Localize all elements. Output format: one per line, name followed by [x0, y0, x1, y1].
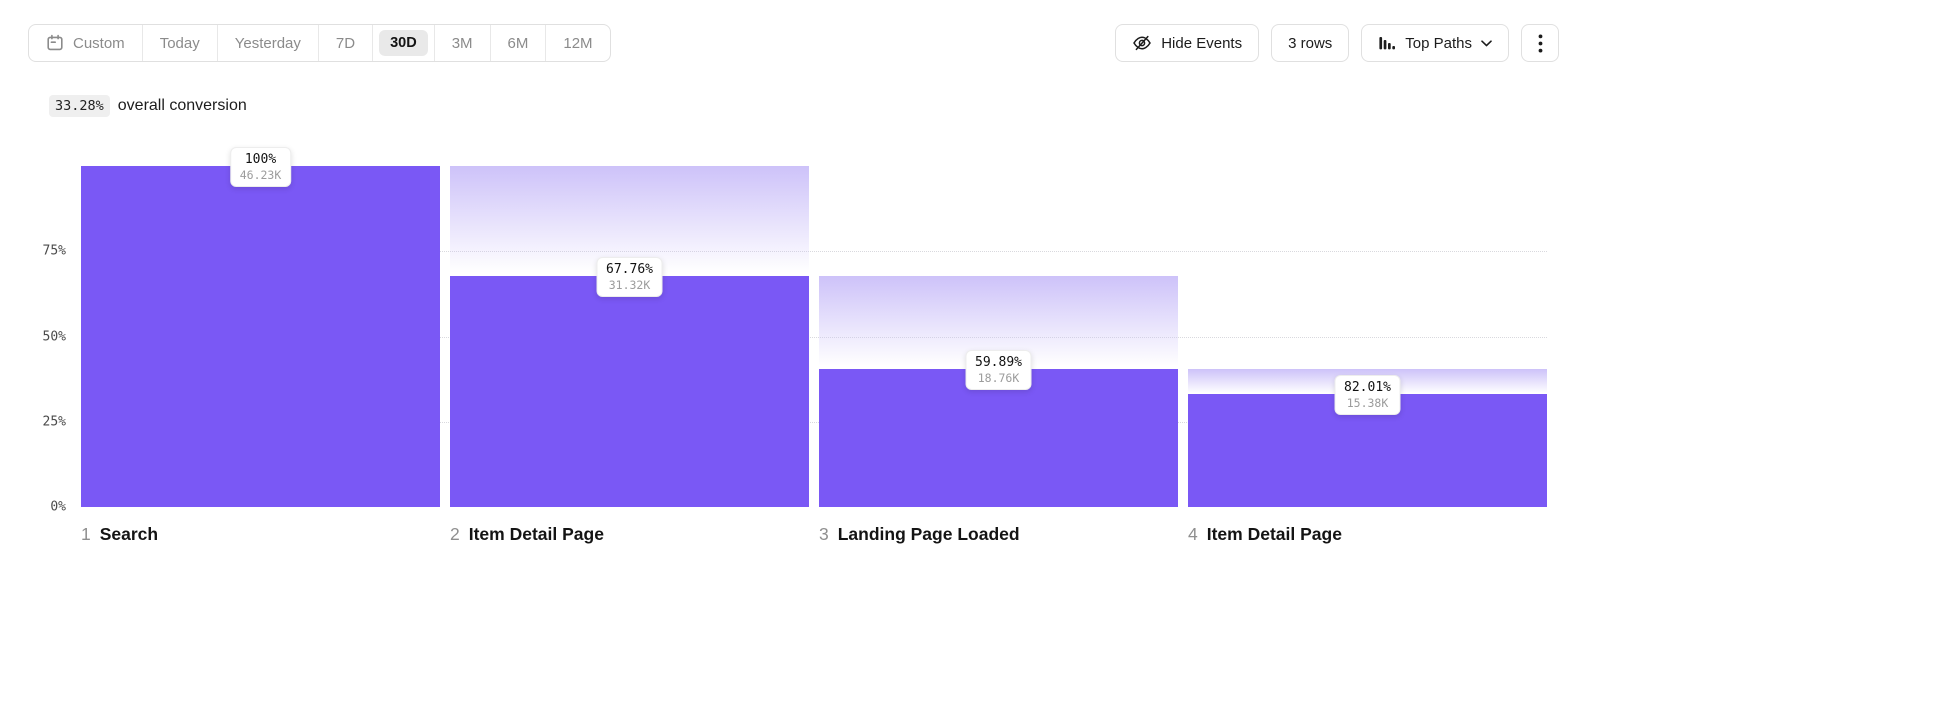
date-range-custom[interactable]: Custom	[29, 25, 142, 61]
step-name: Landing Page Loaded	[837, 524, 1020, 544]
conversion-percent: 59.89%	[975, 354, 1022, 370]
funnel-bar-fill	[819, 368, 1178, 507]
conversion-percent: 82.01%	[1344, 379, 1391, 395]
date-range-label: Today	[159, 34, 200, 52]
conversion-count: 18.76K	[977, 370, 1020, 385]
funnel-bar-item-detail-page-2[interactable]: 82.01% 15.38K	[1188, 166, 1547, 507]
date-range-label: 30D	[379, 30, 428, 56]
date-range-yesterday[interactable]: Yesterday	[216, 25, 318, 61]
step-label-2: 2 Item Detail Page	[450, 524, 809, 545]
conversion-count: 31.32K	[608, 277, 651, 292]
overall-conversion: 33.28% overall conversion	[49, 95, 247, 117]
funnel-chart: 75% 50% 25% 0% 100% 46.23K	[28, 147, 1548, 515]
step-label-1: 1 Search	[81, 524, 440, 545]
overall-conversion-text: overall conversion	[117, 97, 247, 114]
toolbar-actions: Hide Events 3 rows Top Paths	[1115, 24, 1559, 62]
step-name: Item Detail Page	[468, 524, 604, 544]
y-tick: 75%	[42, 243, 66, 259]
funnel-bar-fill	[81, 166, 440, 507]
more-options-button[interactable]	[1521, 24, 1559, 62]
funnel-plot: 100% 46.23K 67.76% 31.32K	[81, 147, 1547, 507]
step-number: 3	[819, 524, 829, 544]
y-tick: 50%	[42, 329, 66, 344]
date-range-label: 3M	[451, 34, 473, 52]
date-range-today[interactable]: Today	[141, 25, 217, 61]
calendar-icon	[46, 34, 64, 52]
date-range-30d[interactable]: 30D	[372, 25, 434, 61]
funnel-steps: 100% 46.23K 67.76% 31.32K	[81, 147, 1547, 507]
conversion-percent: 67.76%	[606, 261, 653, 277]
hide-events-label: Hide Events	[1161, 34, 1243, 52]
gridline	[81, 421, 1547, 423]
conversion-percent: 100%	[244, 152, 277, 167]
funnel-tooltip: 82.01% 15.38K	[1334, 374, 1401, 415]
date-range-selector: Custom Today Yesterday 7D 30D 3M 6M 12M	[28, 24, 611, 62]
step-labels: 1 Search 2 Item Detail Page 3 Landing Pa…	[81, 524, 1547, 545]
top-paths-label: Top Paths	[1405, 34, 1472, 52]
kebab-menu-icon	[1538, 34, 1543, 53]
top-paths-button[interactable]: Top Paths	[1361, 24, 1509, 62]
step-label-4: 4 Item Detail Page	[1188, 524, 1547, 545]
date-range-7d[interactable]: 7D	[317, 25, 372, 61]
date-range-6m[interactable]: 6M	[489, 25, 546, 61]
conversion-count: 15.38K	[1346, 395, 1389, 410]
funnel-bar-search[interactable]: 100% 46.23K	[81, 147, 440, 507]
date-range-label: Custom	[73, 34, 125, 52]
overall-conversion-value: 33.28%	[49, 95, 110, 117]
date-range-label: 7D	[335, 34, 356, 52]
step-number: 1	[81, 524, 91, 544]
rows-label: 3 rows	[1288, 34, 1333, 52]
step-number: 4	[1188, 524, 1198, 544]
funnel-tooltip: 67.76% 31.32K	[596, 256, 663, 297]
funnel-bar-landing-page-loaded[interactable]: 59.89% 18.76K	[819, 166, 1178, 507]
date-range-label: 6M	[507, 34, 529, 52]
eye-off-icon	[1132, 33, 1152, 53]
gridline	[81, 251, 1547, 253]
hide-events-button[interactable]: Hide Events	[1115, 24, 1260, 62]
funnel-bar-fill	[450, 275, 809, 507]
rows-button[interactable]: 3 rows	[1271, 24, 1350, 62]
step-number: 2	[450, 524, 460, 544]
chevron-down-icon	[1481, 39, 1492, 47]
date-range-12m[interactable]: 12M	[545, 25, 609, 61]
date-range-3m[interactable]: 3M	[433, 25, 490, 61]
toolbar: Custom Today Yesterday 7D 30D 3M 6M 12M	[28, 24, 1559, 62]
y-tick: 0%	[50, 499, 66, 515]
bar-chart-icon	[1378, 34, 1396, 52]
step-label-3: 3 Landing Page Loaded	[819, 524, 1178, 545]
conversion-count: 46.23K	[239, 168, 282, 182]
y-tick: 25%	[42, 414, 66, 430]
step-name: Item Detail Page	[1206, 524, 1342, 544]
date-range-label: Yesterday	[234, 34, 301, 52]
step-name: Search	[99, 524, 159, 544]
y-axis: 75% 50% 25% 0%	[28, 166, 66, 515]
funnel-tooltip: 59.89% 18.76K	[965, 349, 1032, 390]
funnel-bar-item-detail-page[interactable]: 67.76% 31.32K	[450, 166, 809, 507]
gridline	[81, 336, 1547, 338]
funnel-tooltip: 100% 46.23K	[229, 147, 292, 187]
date-range-label: 12M	[563, 34, 593, 52]
